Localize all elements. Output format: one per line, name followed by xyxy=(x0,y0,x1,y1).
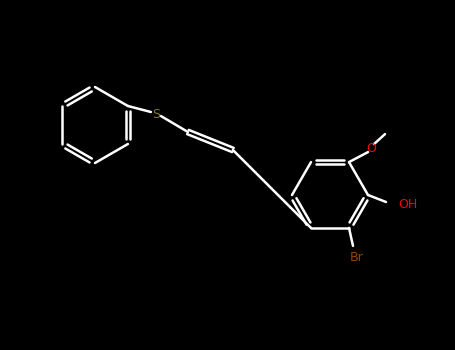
Text: O: O xyxy=(366,142,376,155)
Text: S: S xyxy=(152,107,160,120)
Text: Br: Br xyxy=(350,251,364,264)
Text: OH: OH xyxy=(398,198,417,211)
